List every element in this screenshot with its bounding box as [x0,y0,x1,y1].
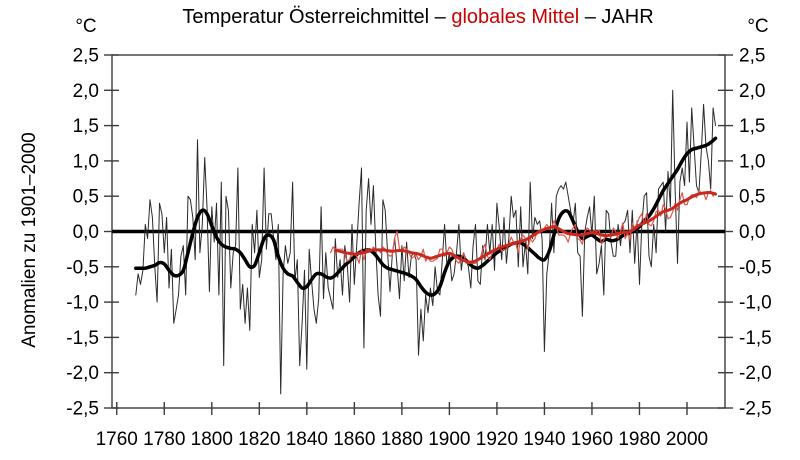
y-tick-label-right: -2,0 [739,363,772,384]
y-tick-label-left: 2,0 [73,81,99,102]
y-tick-label-left: 0,0 [73,222,99,243]
series-line-global-annual [330,190,717,264]
x-tick-label: 1760 [96,429,138,450]
y-tick-label-left: -1,0 [66,293,99,314]
y-tick-label-left: 0,5 [73,187,99,208]
y-tick-label-right: 2,0 [739,81,765,102]
chart-title-global-mean: globales Mittel [451,6,580,28]
y-tick-label-right: -1,0 [739,293,772,314]
x-tick-label: 1960 [571,429,613,450]
x-tick-label: 1920 [476,429,518,450]
x-tick-label: 1980 [618,429,660,450]
y-tick-label-left: 2,5 [73,46,99,67]
x-tick-label: 1840 [286,429,328,450]
chart-title-part1: Temperatur Österreichmittel – [182,6,452,28]
chart-title: Temperatur Österreichmittel – globales M… [36,6,800,29]
x-tick-label: 1940 [523,429,565,450]
y-tick-label-left: 1,5 [73,116,99,137]
y-tick-label-left: -2,0 [66,363,99,384]
x-tick-label: 1820 [238,429,280,450]
y-axis-unit-right: °C [747,16,769,37]
y-tick-label-left: 1,0 [73,151,99,172]
series-line-austria-annual [135,89,716,395]
x-tick-label: 1780 [143,429,185,450]
y-tick-label-right: 2,5 [739,46,765,67]
y-tick-label-left: -0,5 [66,257,99,278]
x-tick-label: 1900 [428,429,470,450]
chart-title-part3: – JAHR [579,6,654,28]
y-axis-unit-left: °C [75,16,97,37]
y-tick-label-right: 0,0 [739,222,765,243]
x-tick-label: 1800 [191,429,233,450]
x-tick-label: 1880 [381,429,423,450]
y-tick-label-right: 1,0 [739,151,765,172]
series-line-global-smooth [333,191,717,264]
x-tick-label: 1860 [333,429,375,450]
y-tick-label-left: -1,5 [66,328,99,349]
y-tick-label-left: -2,5 [66,399,99,420]
x-tick-label: 2000 [666,429,708,450]
y-tick-label-right: -0,5 [739,257,772,278]
series-line-austria-smooth [134,136,718,297]
y-tick-label-right: 0,5 [739,187,765,208]
y-tick-label-right: -2,5 [739,399,772,420]
y-tick-label-right: -1,5 [739,328,772,349]
y-tick-label-right: 1,5 [739,116,765,137]
